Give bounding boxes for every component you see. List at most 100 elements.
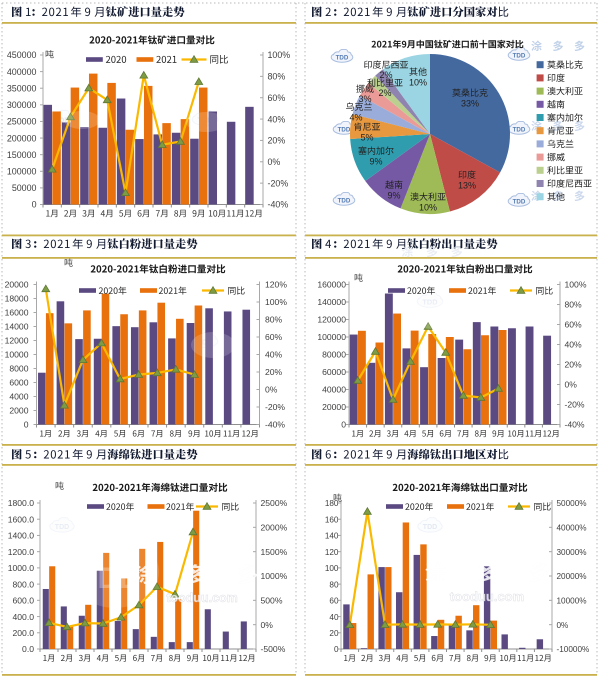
svg-text:60%: 60% <box>265 332 283 342</box>
svg-text:TDD: TDD <box>338 127 351 134</box>
svg-text:TDD: TDD <box>338 198 351 205</box>
svg-text:4%: 4% <box>349 113 362 123</box>
svg-text:6000: 6000 <box>9 378 28 388</box>
svg-text:200000: 200000 <box>7 133 37 143</box>
svg-text:40000: 40000 <box>322 385 346 395</box>
svg-text:2000: 2000 <box>9 406 28 416</box>
svg-text:33%: 33% <box>461 99 479 109</box>
svg-text:0%: 0% <box>268 157 281 167</box>
svg-text:TDD: TDD <box>55 524 69 531</box>
svg-text:100%: 100% <box>265 297 287 307</box>
svg-text:500%: 500% <box>261 596 283 606</box>
svg-text:0%: 0% <box>261 620 274 630</box>
svg-text:-500%: -500% <box>261 644 286 654</box>
svg-text:0: 0 <box>24 420 29 430</box>
svg-text:400.0: 400.0 <box>12 612 34 622</box>
svg-text:80%: 80% <box>565 300 583 310</box>
svg-text:0%: 0% <box>265 385 278 395</box>
svg-text:TDD: TDD <box>336 55 349 62</box>
svg-text:TDD: TDD <box>423 524 437 531</box>
svg-text:120: 120 <box>325 548 339 557</box>
svg-text:0.0: 0.0 <box>22 644 34 654</box>
svg-text:-20%: -20% <box>565 400 585 410</box>
svg-text:0: 0 <box>341 420 346 430</box>
svg-text:160: 160 <box>325 515 339 524</box>
svg-text:100%: 100% <box>565 280 587 290</box>
svg-text:10%: 10% <box>419 203 437 213</box>
svg-text:800.0: 800.0 <box>12 579 34 589</box>
svg-text:80: 80 <box>329 580 339 589</box>
svg-text:10000%: 10000% <box>557 597 587 606</box>
svg-text:0: 0 <box>334 645 339 654</box>
svg-text:20%: 20% <box>565 360 583 370</box>
svg-text:1000%: 1000% <box>261 571 288 581</box>
svg-text:160000: 160000 <box>317 280 346 290</box>
svg-text:9%: 9% <box>387 191 400 201</box>
svg-text:3%: 3% <box>358 94 371 104</box>
svg-text:tooduu.com: tooduu.com <box>450 589 524 604</box>
svg-text:40%: 40% <box>265 350 283 360</box>
svg-text:400000: 400000 <box>7 67 37 77</box>
svg-text:200.0: 200.0 <box>12 628 34 638</box>
svg-text:80000: 80000 <box>322 350 346 360</box>
svg-text:1400.0: 1400.0 <box>8 531 35 541</box>
svg-text:20000: 20000 <box>5 280 29 290</box>
svg-text:80%: 80% <box>265 315 283 325</box>
svg-text:1200.0: 1200.0 <box>8 547 35 557</box>
svg-text:150000: 150000 <box>7 150 37 160</box>
svg-text:13%: 13% <box>458 181 476 191</box>
svg-text:120%: 120% <box>265 280 287 290</box>
svg-text:10%: 10% <box>409 78 427 88</box>
svg-text:30000%: 30000% <box>557 548 587 557</box>
svg-text:-40%: -40% <box>265 420 285 430</box>
svg-text:2%: 2% <box>379 70 392 80</box>
svg-text:40000%: 40000% <box>557 524 587 533</box>
svg-text:140000: 140000 <box>317 297 346 307</box>
svg-text:2000%: 2000% <box>261 523 288 533</box>
svg-text:80%: 80% <box>268 72 286 82</box>
svg-text:0%: 0% <box>557 621 569 630</box>
svg-text:60: 60 <box>329 597 339 606</box>
svg-text:450000: 450000 <box>7 50 37 60</box>
svg-text:-20%: -20% <box>265 402 285 412</box>
svg-text:60%: 60% <box>268 93 286 103</box>
svg-text:TDD: TDD <box>513 53 526 60</box>
svg-text:16000: 16000 <box>5 308 29 318</box>
svg-text:5%: 5% <box>360 133 373 143</box>
svg-text:1800.0: 1800.0 <box>8 498 35 508</box>
svg-text:4000: 4000 <box>9 392 28 402</box>
svg-text:180: 180 <box>325 499 339 508</box>
svg-text:-40%: -40% <box>565 420 585 430</box>
svg-text:18000: 18000 <box>5 294 29 304</box>
svg-text:350000: 350000 <box>7 83 37 93</box>
svg-text:100000: 100000 <box>317 332 346 342</box>
svg-text:TDD: TDD <box>513 127 526 134</box>
svg-text:TDD: TDD <box>422 297 438 306</box>
svg-text:12000: 12000 <box>5 336 29 346</box>
svg-text:TDD: TDD <box>79 562 141 595</box>
svg-text:600.0: 600.0 <box>12 596 34 606</box>
svg-text:8000: 8000 <box>9 364 28 374</box>
svg-text:60%: 60% <box>565 320 583 330</box>
svg-text:0%: 0% <box>565 380 578 390</box>
svg-text:TDD: TDD <box>54 115 70 124</box>
svg-text:1000.0: 1000.0 <box>8 563 35 573</box>
svg-text:120000: 120000 <box>317 315 346 325</box>
svg-text:-10000%: -10000% <box>557 645 590 654</box>
svg-text:40: 40 <box>329 613 339 622</box>
svg-text:2500%: 2500% <box>261 498 288 508</box>
svg-text:20: 20 <box>329 629 339 638</box>
svg-text:100%: 100% <box>268 50 291 60</box>
svg-text:20%: 20% <box>268 136 286 146</box>
svg-text:1500%: 1500% <box>261 547 288 557</box>
svg-text:14000: 14000 <box>5 322 29 332</box>
svg-text:20000%: 20000% <box>557 572 587 581</box>
svg-text:0: 0 <box>32 200 37 210</box>
svg-text:300000: 300000 <box>7 100 37 110</box>
svg-text:-40%: -40% <box>268 200 289 210</box>
svg-text:50000: 50000 <box>12 183 37 193</box>
svg-text:100000: 100000 <box>7 166 37 176</box>
svg-text:20%: 20% <box>265 367 283 377</box>
svg-text:100: 100 <box>325 564 339 573</box>
svg-text:20000: 20000 <box>322 402 346 412</box>
